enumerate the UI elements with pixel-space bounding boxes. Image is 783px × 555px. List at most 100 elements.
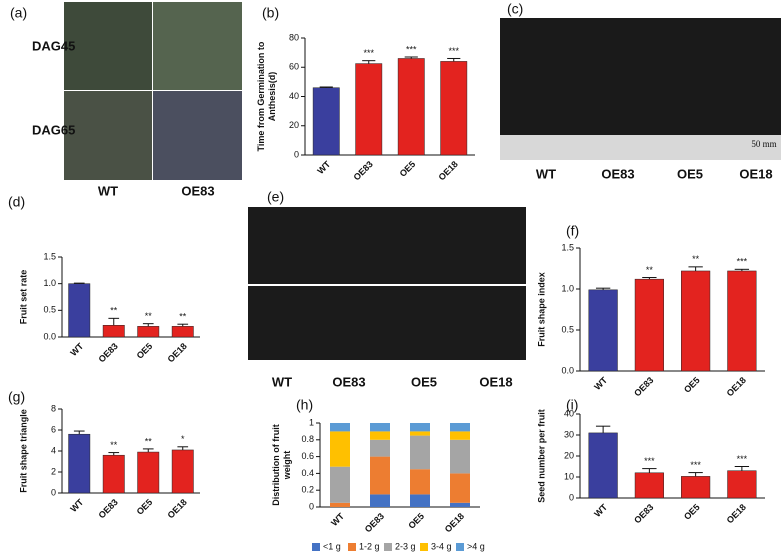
legend-swatch bbox=[348, 543, 356, 551]
legend-swatch bbox=[384, 543, 392, 551]
legend-swatch bbox=[456, 543, 464, 551]
y-tick-label: 0.5 bbox=[561, 324, 574, 334]
bar bbox=[727, 470, 757, 499]
column-label: OE18 bbox=[739, 166, 772, 181]
column-label: OE5 bbox=[677, 166, 703, 181]
y-axis-label: Anthesis(d) bbox=[267, 72, 277, 122]
significance: ** bbox=[145, 436, 153, 446]
y-axis-label: Seed number per fruit bbox=[536, 409, 546, 503]
bar bbox=[588, 289, 618, 372]
bar-segment bbox=[330, 431, 350, 467]
y-axis-label: Fruit shape index bbox=[536, 272, 546, 347]
photo bbox=[64, 2, 152, 90]
bar bbox=[171, 326, 194, 338]
significance: *** bbox=[406, 44, 417, 54]
y-tick-label: 0 bbox=[294, 149, 299, 159]
x-tick-label: OE83 bbox=[632, 375, 655, 398]
y-tick-label: 8 bbox=[51, 403, 56, 413]
y-tick-label: 1 bbox=[309, 417, 314, 427]
x-tick-label: WT bbox=[315, 159, 332, 176]
bar-segment bbox=[370, 423, 390, 432]
y-tick-label: 0.0 bbox=[561, 365, 574, 375]
significance: * bbox=[181, 434, 185, 444]
significance: ** bbox=[179, 312, 187, 322]
panel-label: (a) bbox=[10, 5, 27, 21]
x-tick-label: WT bbox=[329, 511, 346, 528]
photo bbox=[248, 207, 526, 284]
x-tick-label: OE5 bbox=[135, 341, 155, 361]
significance: ** bbox=[110, 440, 118, 450]
column-label: OE5 bbox=[411, 374, 437, 389]
y-axis-label: weight bbox=[282, 451, 292, 481]
bar-segment bbox=[450, 473, 470, 503]
column-label: OE83 bbox=[332, 374, 365, 389]
panel-label: (h) bbox=[296, 397, 313, 413]
bar-segment bbox=[410, 423, 430, 432]
bar bbox=[681, 270, 711, 372]
photo bbox=[64, 91, 152, 180]
panel-label: (c) bbox=[507, 1, 523, 17]
scale-label: 50 mm bbox=[751, 139, 776, 149]
legend-swatch bbox=[312, 543, 320, 551]
y-tick-label: 1.0 bbox=[43, 278, 56, 288]
x-tick-label: WT bbox=[68, 497, 85, 514]
significance: *** bbox=[690, 460, 701, 470]
y-tick-label: 0 bbox=[309, 501, 314, 511]
x-tick-label: OE83 bbox=[363, 511, 386, 534]
panel-label: (f) bbox=[566, 223, 579, 239]
y-tick-label: 0.8 bbox=[301, 434, 314, 444]
y-tick-label: 0.0 bbox=[43, 331, 56, 341]
column-label: WT bbox=[98, 183, 118, 198]
panel-label: (d) bbox=[8, 194, 25, 210]
y-axis-label: Time from Germination to bbox=[256, 41, 266, 151]
significance: *** bbox=[363, 48, 374, 58]
x-tick-label: OE5 bbox=[682, 502, 702, 522]
panel-label: (g) bbox=[8, 389, 25, 405]
significance: ** bbox=[692, 254, 700, 264]
bar-segment bbox=[410, 431, 430, 436]
bar-segment bbox=[450, 502, 470, 507]
significance: ** bbox=[145, 311, 153, 321]
column-label: OE83 bbox=[601, 166, 634, 181]
bar bbox=[681, 476, 711, 499]
legend-label: 2-3 g bbox=[395, 541, 416, 551]
photo bbox=[248, 286, 526, 360]
bar-segment bbox=[410, 494, 430, 507]
x-tick-label: OE83 bbox=[632, 502, 655, 525]
y-tick-label: 20 bbox=[289, 120, 299, 130]
bar-segment bbox=[330, 423, 350, 432]
bar-segment bbox=[450, 423, 470, 432]
panel-label: (e) bbox=[267, 189, 284, 205]
bar bbox=[102, 454, 125, 494]
row-label: DAG45 bbox=[32, 38, 75, 53]
bar bbox=[171, 449, 194, 494]
panel-label: (b) bbox=[262, 5, 279, 21]
x-tick-label: WT bbox=[68, 341, 85, 358]
y-tick-label: 80 bbox=[289, 32, 299, 42]
y-axis-label: Fruit set rate bbox=[18, 270, 28, 325]
y-tick-label: 40 bbox=[564, 408, 574, 418]
bar bbox=[68, 283, 91, 338]
x-tick-label: WT bbox=[592, 375, 609, 392]
bar bbox=[634, 472, 664, 499]
significance: *** bbox=[448, 46, 459, 56]
y-tick-label: 0.6 bbox=[301, 451, 314, 461]
photo bbox=[500, 135, 781, 160]
y-tick-label: 0.2 bbox=[301, 485, 314, 495]
y-axis-label: Fruit shape triangle bbox=[18, 409, 28, 493]
bar-segment bbox=[450, 439, 470, 474]
bar-segment bbox=[370, 431, 390, 440]
y-tick-label: 4 bbox=[51, 445, 56, 455]
legend-label: 1-2 g bbox=[359, 541, 380, 551]
legend-label: <1 g bbox=[323, 541, 341, 551]
x-tick-label: WT bbox=[592, 502, 609, 519]
panel-label: (i) bbox=[566, 397, 578, 413]
bar bbox=[727, 270, 757, 372]
y-tick-label: 20 bbox=[564, 450, 574, 460]
bar bbox=[137, 451, 160, 494]
photo bbox=[153, 2, 242, 90]
y-tick-label: 30 bbox=[564, 429, 574, 439]
column-label: WT bbox=[536, 166, 556, 181]
x-tick-label: OE5 bbox=[682, 375, 702, 395]
